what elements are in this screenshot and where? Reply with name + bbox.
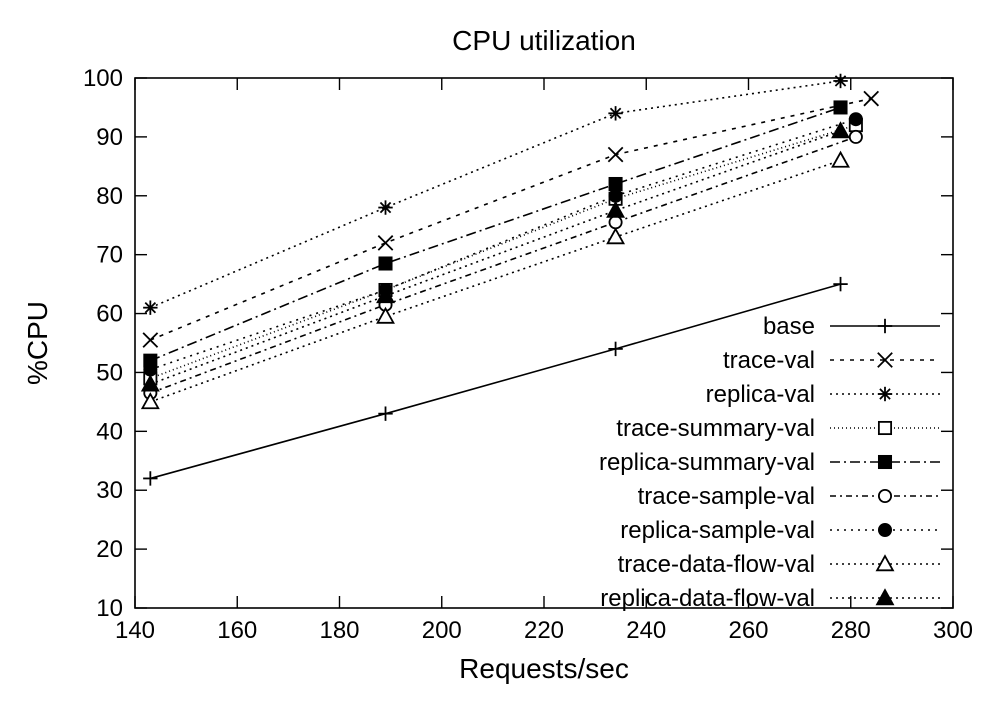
y-tick-label: 50	[96, 359, 123, 386]
series-replica-sample-val	[144, 113, 862, 376]
series-line	[150, 81, 840, 308]
cpu-utilization-chart: 1401601802002202402602803001020304050607…	[0, 0, 1001, 701]
x-tick-label: 220	[524, 617, 564, 644]
y-tick-label: 80	[96, 183, 123, 210]
legend-label: trace-sample-val	[638, 483, 815, 510]
legend-label: replica-sample-val	[620, 517, 815, 544]
legend-label: replica-summary-val	[599, 449, 815, 476]
x-axis-label: Requests/sec	[459, 653, 629, 684]
y-tick-label: 20	[96, 536, 123, 563]
legend-label: replica-val	[706, 381, 815, 408]
series-line	[150, 99, 871, 340]
legend-label: base	[763, 313, 815, 340]
series-trace-summary-val	[144, 119, 862, 384]
x-tick-label: 240	[626, 617, 666, 644]
x-tick-label: 260	[728, 617, 768, 644]
y-tick-label: 40	[96, 418, 123, 445]
legend-label: trace-val	[723, 347, 815, 374]
y-tick-label: 30	[96, 477, 123, 504]
y-tick-label: 10	[96, 595, 123, 622]
legend-label: trace-summary-val	[616, 415, 815, 442]
plot-border	[135, 78, 953, 608]
y-tick-label: 70	[96, 242, 123, 269]
x-tick-label: 300	[933, 617, 973, 644]
series-line	[150, 119, 856, 369]
y-tick-label: 100	[83, 65, 123, 92]
x-tick-label: 180	[319, 617, 359, 644]
legend-label: trace-data-flow-val	[618, 551, 815, 578]
y-tick-label: 60	[96, 301, 123, 328]
chart-title: CPU utilization	[452, 25, 636, 56]
x-tick-label: 280	[831, 617, 871, 644]
y-tick-label: 90	[96, 124, 123, 151]
y-axis-label: %CPU	[22, 301, 53, 385]
x-tick-label: 160	[217, 617, 257, 644]
x-tick-label: 200	[422, 617, 462, 644]
legend-label: replica-data-flow-val	[600, 585, 815, 612]
series-replica-summary-val	[144, 101, 846, 366]
series-trace-val	[143, 91, 878, 347]
series-line	[150, 125, 856, 378]
series-line	[150, 107, 840, 360]
